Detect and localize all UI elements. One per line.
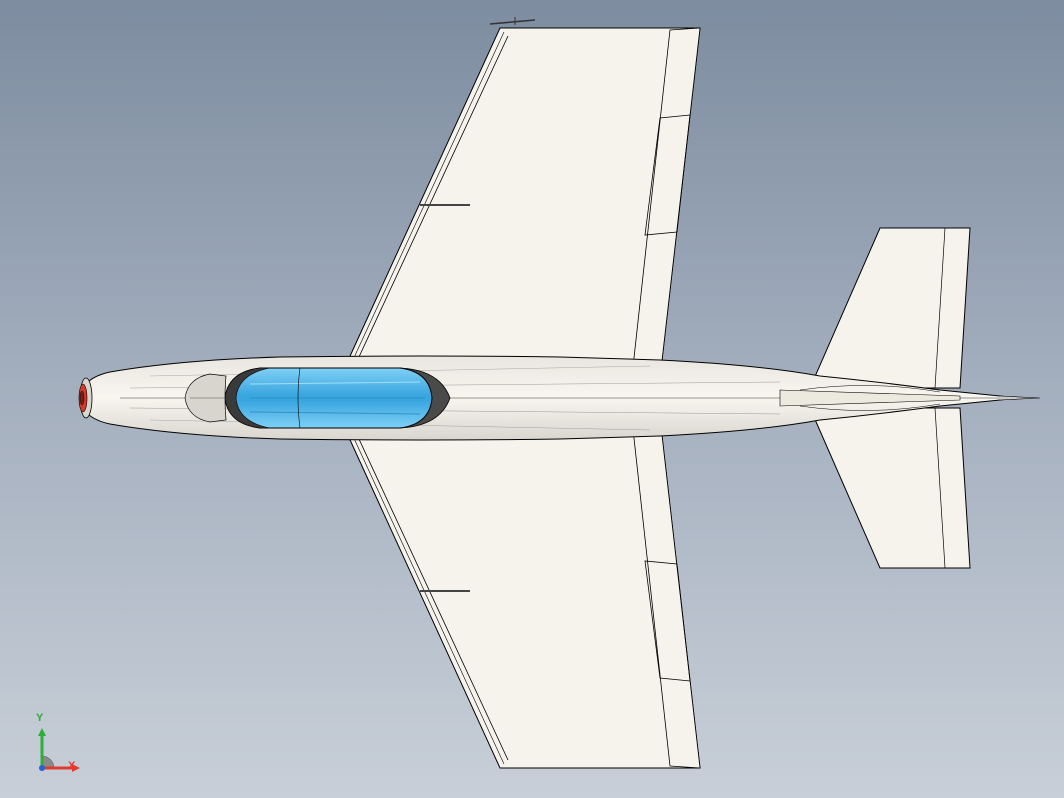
triad-x-arrow: [72, 764, 80, 772]
cad-viewport[interactable]: X Y: [0, 0, 1064, 798]
canopy: [225, 368, 450, 428]
hstab-upper: [810, 228, 970, 388]
wing-lower: [340, 418, 700, 768]
pitot-probe: [490, 17, 535, 25]
wing-upper: [340, 28, 700, 378]
triad-z-marker: [39, 765, 45, 771]
model-canvas[interactable]: [0, 0, 1064, 798]
view-orientation-triad[interactable]: X Y: [12, 706, 92, 786]
hstab-lower: [810, 408, 970, 568]
nose-intake: [79, 378, 92, 418]
triad-svg: [12, 706, 92, 786]
triad-y-arrow: [38, 728, 46, 736]
